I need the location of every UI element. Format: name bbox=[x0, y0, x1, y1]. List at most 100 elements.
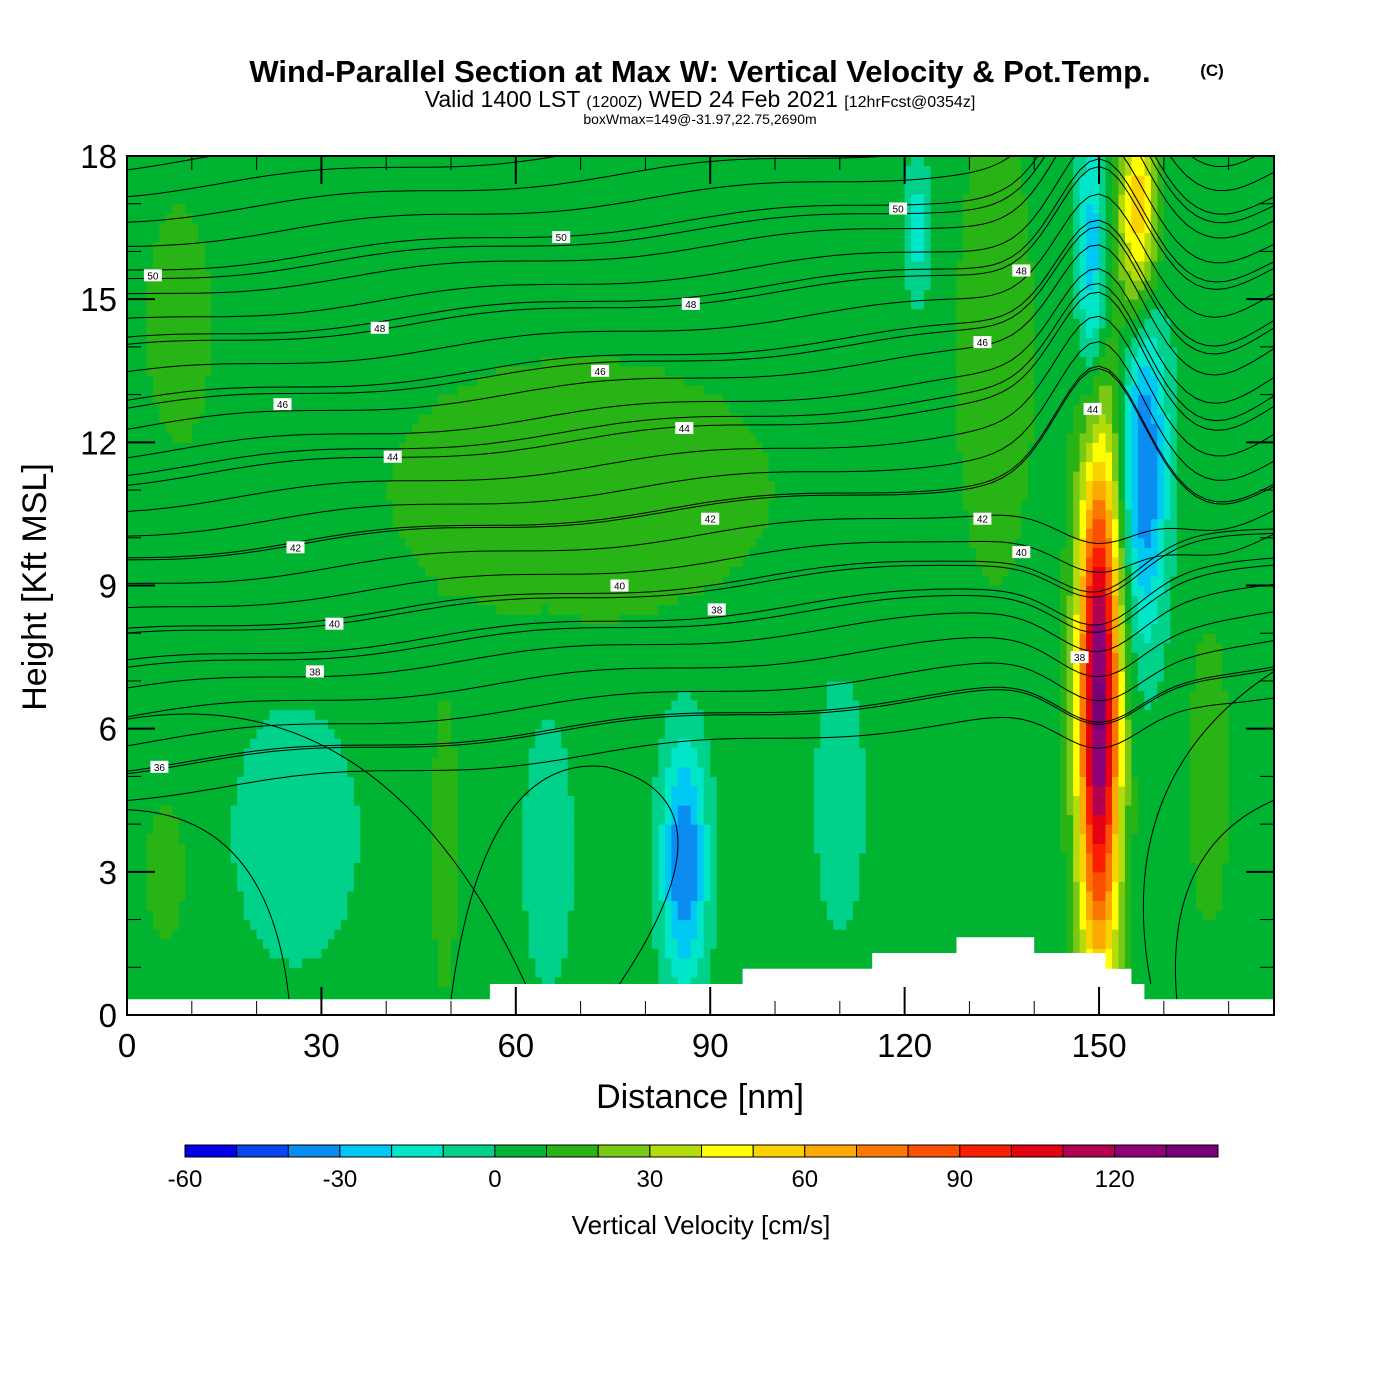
w-cell bbox=[314, 747, 323, 758]
w-cell bbox=[191, 948, 199, 959]
w-cell bbox=[476, 919, 485, 930]
w-cell bbox=[833, 766, 841, 777]
w-cell bbox=[561, 824, 569, 835]
w-cell bbox=[243, 805, 251, 816]
w-cell bbox=[308, 976, 316, 987]
w-cell bbox=[399, 948, 407, 959]
w-cell bbox=[1034, 805, 1042, 816]
w-cell bbox=[1150, 833, 1158, 844]
w-cell bbox=[651, 881, 659, 892]
w-cell bbox=[1222, 757, 1230, 768]
w-cell bbox=[554, 881, 562, 892]
w-cell bbox=[366, 747, 374, 758]
w-cell bbox=[775, 881, 783, 892]
w-cell bbox=[289, 795, 297, 806]
w-cell bbox=[703, 938, 711, 949]
w-cell bbox=[1060, 814, 1068, 825]
w-cell bbox=[898, 776, 906, 787]
w-cell bbox=[833, 833, 841, 844]
w-cell bbox=[1131, 938, 1139, 949]
w-cell bbox=[127, 890, 135, 902]
w-cell bbox=[548, 890, 556, 902]
w-cell bbox=[1150, 881, 1158, 892]
w-cell bbox=[1131, 948, 1139, 959]
w-cell bbox=[625, 833, 634, 844]
w-cell bbox=[289, 814, 297, 825]
w-cell bbox=[1150, 862, 1158, 873]
w-cell bbox=[794, 776, 802, 787]
w-cell bbox=[554, 814, 562, 825]
w-cell bbox=[431, 843, 439, 854]
w-cell bbox=[995, 833, 1003, 844]
w-cell bbox=[438, 843, 446, 854]
w-cell bbox=[632, 919, 640, 930]
w-cell bbox=[476, 757, 485, 768]
w-cell bbox=[820, 785, 828, 797]
w-cell bbox=[250, 938, 258, 949]
w-cell bbox=[1150, 929, 1158, 940]
w-cell bbox=[949, 833, 958, 844]
w-cell bbox=[230, 738, 238, 749]
w-cell bbox=[606, 919, 614, 930]
w-cell bbox=[690, 776, 698, 787]
w-cell bbox=[587, 785, 595, 797]
w-cell bbox=[178, 824, 186, 835]
w-cell bbox=[489, 957, 497, 968]
w-cell bbox=[198, 919, 206, 930]
w-cell bbox=[146, 805, 154, 816]
w-cell bbox=[463, 871, 472, 882]
w-cell bbox=[820, 938, 828, 949]
w-cell bbox=[775, 957, 783, 968]
w-cell bbox=[483, 881, 491, 892]
w-cell bbox=[425, 900, 433, 911]
w-cell bbox=[684, 976, 692, 987]
w-cell bbox=[1222, 805, 1230, 816]
w-cell bbox=[787, 747, 796, 758]
w-cell bbox=[230, 814, 238, 825]
w-cell bbox=[833, 776, 841, 787]
w-cell bbox=[204, 890, 212, 902]
w-cell bbox=[1086, 900, 1094, 911]
w-cell bbox=[1040, 843, 1048, 854]
w-cell bbox=[671, 757, 679, 768]
w-cell bbox=[1241, 890, 1249, 902]
w-cell bbox=[600, 824, 608, 835]
w-cell bbox=[1014, 824, 1022, 835]
w-cell bbox=[1267, 852, 1274, 863]
w-cell bbox=[898, 871, 906, 882]
w-cell bbox=[574, 757, 582, 768]
w-cell bbox=[1267, 805, 1274, 816]
w-cell bbox=[425, 776, 433, 787]
w-cell bbox=[625, 938, 634, 949]
w-cell bbox=[943, 805, 951, 816]
w-cell bbox=[846, 938, 854, 949]
w-cell bbox=[1034, 814, 1042, 825]
w-cell bbox=[677, 833, 685, 844]
w-cell bbox=[496, 776, 504, 787]
w-cell bbox=[995, 910, 1003, 921]
w-cell bbox=[574, 795, 582, 806]
w-cell bbox=[561, 929, 569, 940]
w-cell bbox=[1261, 929, 1269, 940]
w-cell bbox=[1118, 757, 1126, 768]
w-cell bbox=[1014, 871, 1022, 882]
w-cell bbox=[146, 795, 154, 806]
w-cell bbox=[606, 824, 614, 835]
w-cell bbox=[1111, 862, 1120, 873]
w-cell bbox=[1235, 766, 1243, 777]
w-cell bbox=[509, 833, 517, 844]
w-cell bbox=[775, 795, 783, 806]
w-cell bbox=[885, 910, 893, 921]
w-cell bbox=[1066, 805, 1074, 816]
w-cell bbox=[826, 900, 834, 911]
w-cell bbox=[1137, 766, 1145, 777]
w-cell bbox=[911, 766, 919, 777]
w-cell bbox=[891, 910, 899, 921]
w-cell bbox=[1183, 843, 1191, 854]
w-cell bbox=[321, 776, 329, 787]
w-cell bbox=[127, 967, 135, 978]
w-cell bbox=[250, 747, 258, 758]
w-cell bbox=[269, 805, 277, 816]
w-cell bbox=[250, 890, 258, 902]
w-cell bbox=[327, 766, 335, 777]
